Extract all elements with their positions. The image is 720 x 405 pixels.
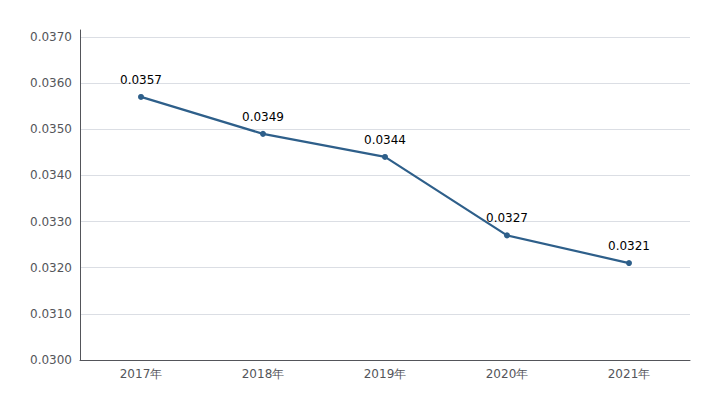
svg-text:2021年: 2021年 — [608, 367, 651, 381]
svg-text:0.0350: 0.0350 — [30, 122, 72, 136]
svg-text:0.0357: 0.0357 — [120, 73, 162, 87]
svg-text:2018年: 2018年 — [242, 367, 285, 381]
svg-text:0.0327: 0.0327 — [486, 211, 528, 225]
svg-text:0.0310: 0.0310 — [30, 307, 72, 321]
svg-text:2020年: 2020年 — [486, 367, 529, 381]
svg-text:0.0349: 0.0349 — [242, 110, 284, 124]
svg-text:0.0321: 0.0321 — [608, 239, 650, 253]
svg-text:0.0344: 0.0344 — [364, 133, 406, 147]
svg-text:0.0320: 0.0320 — [30, 261, 72, 275]
svg-text:0.0330: 0.0330 — [30, 215, 72, 229]
svg-text:0.0370: 0.0370 — [30, 30, 72, 44]
svg-text:0.0340: 0.0340 — [30, 168, 72, 182]
svg-text:2017年: 2017年 — [120, 367, 163, 381]
svg-text:0.0300: 0.0300 — [30, 353, 72, 367]
svg-text:0.0360: 0.0360 — [30, 76, 72, 90]
svg-text:2019年: 2019年 — [364, 367, 407, 381]
